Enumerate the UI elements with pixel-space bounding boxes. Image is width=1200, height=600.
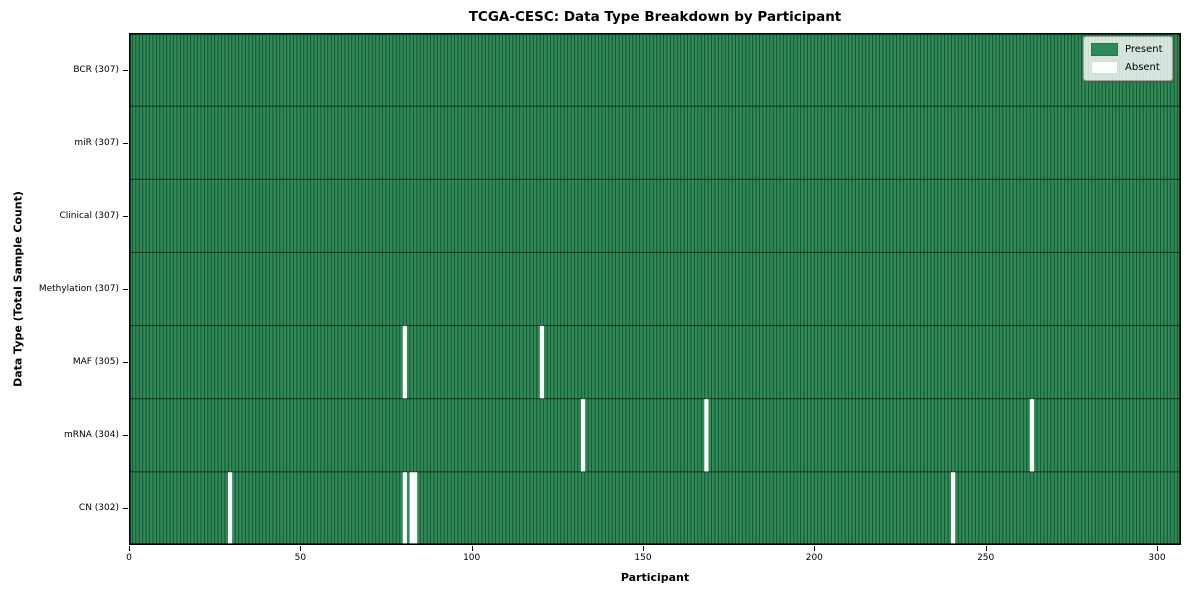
legend-swatch-absent — [1091, 61, 1118, 74]
x-tick-label-200: 200 — [805, 553, 823, 563]
y-tick-label-CN: CN (302) — [78, 503, 119, 514]
absent-cell-MAF-80 — [402, 325, 407, 399]
absent-cell-CN-80 — [402, 471, 407, 545]
y-tick-mark — [123, 362, 128, 364]
plot-border — [129, 33, 1181, 545]
x-tick-label-300: 300 — [1148, 553, 1166, 563]
y-axis-tick-labels: BCR (307) miR (307) Clinical (307) Methylat… — [0, 0, 119, 600]
absent-cell-CN-29 — [227, 471, 233, 545]
x-tick-mark — [1157, 546, 1158, 551]
y-tick-mark — [123, 435, 128, 437]
x-tick-mark — [300, 546, 302, 551]
legend: Present Absent — [1083, 36, 1173, 81]
present-background — [129, 33, 1181, 545]
absent-cell-mRNA-132 — [580, 398, 586, 472]
y-tick-mark — [123, 215, 128, 217]
x-tick-label-250: 250 — [977, 553, 995, 563]
x-tick-label-50: 50 — [294, 553, 307, 563]
x-tick-mark — [471, 546, 473, 551]
y-tick-label-miR: miR (307) — [74, 137, 119, 148]
legend-item-present: Present — [1091, 43, 1163, 56]
absent-cell-mRNA-168 — [704, 398, 709, 472]
absent-cell-mRNA-263 — [1029, 398, 1035, 472]
y-tick-label-Methylation: Methylation (307) — [38, 284, 119, 294]
absent-cell-CN-82 — [409, 471, 414, 545]
y-tick-mark — [123, 289, 128, 290]
y-tick-label-MAF: MAF (305) — [72, 357, 119, 368]
legend-label: Present — [1125, 44, 1163, 55]
y-tick-mark — [123, 508, 128, 510]
x-tick-label-0: 0 — [126, 553, 132, 563]
x-tick-mark — [643, 546, 644, 551]
legend-label: Absent — [1125, 62, 1160, 73]
chart-title: TCGA-CESC: Data Type Breakdown by Partic… — [468, 9, 842, 25]
heatmap-plot — [129, 33, 1181, 545]
y-tick-mark — [123, 69, 128, 71]
absent-cell-CN-240 — [951, 471, 956, 545]
absent-cell-CN-83 — [413, 471, 418, 545]
y-tick-label-BCR: BCR (307) — [73, 64, 119, 75]
y-tick-label-Clinical: Clinical (307) — [59, 210, 119, 221]
legend-item-absent: Absent — [1091, 61, 1163, 74]
x-tick-mark — [129, 546, 130, 551]
x-tick-mark — [814, 546, 816, 551]
legend-swatch-present — [1091, 43, 1118, 56]
y-tick-label-mRNA: mRNA (304) — [64, 430, 119, 441]
y-tick-mark — [123, 142, 128, 144]
x-tick-label-150: 150 — [634, 553, 652, 563]
heatmap-cells — [129, 33, 1181, 545]
x-axis-label: Participant — [620, 571, 690, 584]
x-tick-mark — [985, 546, 987, 551]
x-tick-label-100: 100 — [463, 553, 481, 563]
absent-cell-MAF-120 — [539, 325, 545, 399]
